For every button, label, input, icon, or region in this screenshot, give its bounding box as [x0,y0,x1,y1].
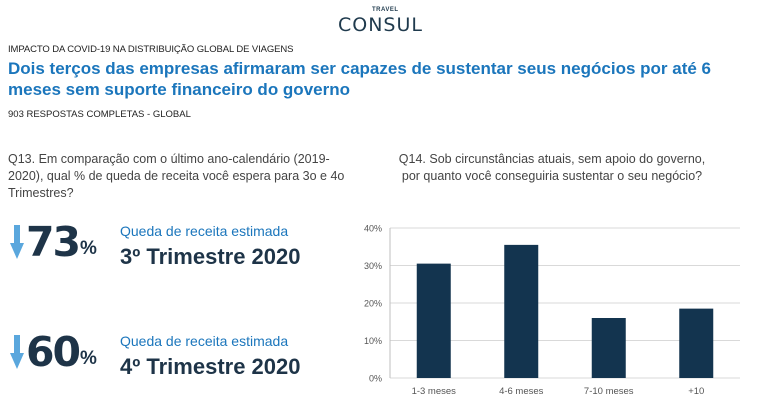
logo-small-text: TRAVEL [372,7,399,13]
stat-q4: 60 % Queda de receita estimada 4º Trimes… [8,328,348,392]
x-tick-label: 1-3 meses [412,386,457,397]
logo-main-text: CONSUL [338,14,423,36]
header-kicker: IMPACTO DA COVID-19 NA DISTRIBUIÇÃO GLOB… [8,44,294,55]
stat-label: Queda de receita estimada [120,223,289,239]
x-tick-label: 4-6 meses [499,386,544,397]
stat-label: Queda de receita estimada [120,333,289,349]
bar [416,263,451,378]
logo: TRAVEL CONSUL [338,5,438,36]
down-arrow-icon [10,335,24,369]
stat-percent-sign: % [80,238,97,259]
y-tick-label: 0% [369,374,382,384]
stat-period: 4º Trimestre 2020 [120,354,301,379]
stat-percent-sign: % [80,348,97,369]
bar [504,244,539,378]
y-tick-label: 20% [364,299,382,309]
x-tick-label: 7-10 meses [584,386,634,397]
bar [679,308,714,378]
stat-q3: 73 % Queda de receita estimada 3º Trimes… [8,218,348,282]
stat-value: 60 [26,328,81,376]
bar [591,318,626,378]
y-tick-label: 40% [364,224,382,234]
y-tick-label: 10% [364,336,382,346]
duration-bar-chart: 0% 10% 20% 30% 40% 1-3 meses 4-6 meses 7-10 mes… [364,224,740,397]
q13-question: Q13. Em comparação com o último ano-cale… [8,152,345,200]
stat-period: 3º Trimestre 2020 [120,244,301,269]
stat-value: 73 [26,218,81,266]
x-tick-label: +10 [688,386,704,397]
y-tick-label: 30% [364,261,382,271]
q14-question: Q14. Sob circunstâncias atuais, sem apoi… [398,152,706,183]
page-title: Dois terços das empresas afirmaram ser c… [8,59,711,99]
down-arrow-icon [10,225,24,259]
header-subkicker: 903 RESPOSTAS COMPLETAS - GLOBAL [8,109,191,120]
